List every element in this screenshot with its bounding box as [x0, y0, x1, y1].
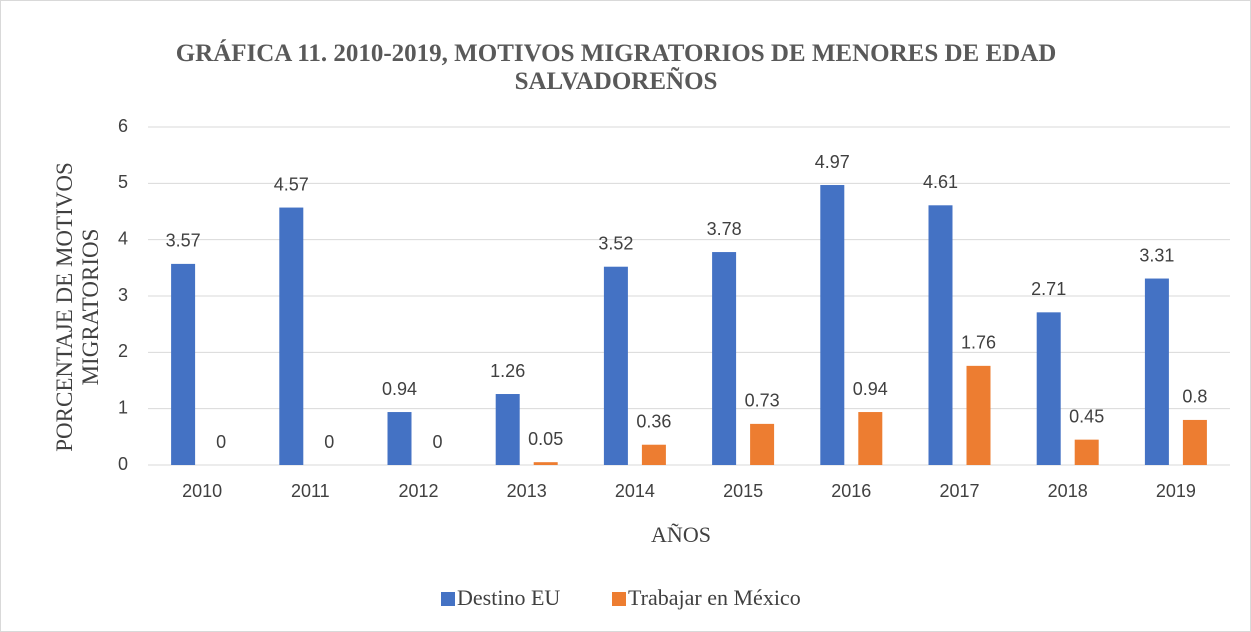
- data-label: 2.71: [1031, 279, 1066, 299]
- bar: [533, 462, 558, 465]
- x-tick-label: 2010: [182, 481, 222, 501]
- bar: [858, 412, 883, 465]
- data-label: 4.97: [815, 152, 850, 172]
- bar: [603, 266, 628, 465]
- y-tick-label: 3: [118, 285, 128, 305]
- data-label: 0.73: [745, 391, 780, 411]
- data-label: 3.57: [166, 231, 201, 251]
- x-tick-label: 2019: [1156, 481, 1196, 501]
- data-label: 3.78: [707, 219, 742, 239]
- x-tick-label: 2013: [507, 481, 547, 501]
- x-tick-label: 2011: [291, 481, 330, 501]
- bar: [1074, 439, 1099, 465]
- x-tick-label: 2018: [1048, 481, 1088, 501]
- data-label: 0: [216, 432, 226, 452]
- legend-label: Destino EU: [457, 585, 560, 610]
- bar: [1144, 278, 1169, 465]
- x-tick-label: 2014: [615, 481, 655, 501]
- bar: [750, 423, 775, 465]
- bar: [966, 365, 991, 465]
- data-label: 3.52: [598, 233, 633, 253]
- x-axis-label: AÑOS: [651, 522, 711, 547]
- y-tick-label: 1: [118, 397, 128, 417]
- bar: [279, 207, 304, 465]
- x-tick-label: 2016: [831, 481, 871, 501]
- bar: [712, 252, 737, 465]
- legend-swatch: [441, 592, 455, 606]
- y-tick-label: 6: [118, 116, 128, 136]
- chart-title: GRÁFICA 11. 2010-2019, MOTIVOS MIGRATORI…: [175, 40, 1057, 95]
- bar: [387, 412, 412, 465]
- x-tick-label: 2012: [398, 481, 438, 501]
- bar: [641, 444, 666, 465]
- data-label: 0: [432, 432, 442, 452]
- data-label: 0.05: [528, 429, 563, 449]
- y-tick-label: 4: [118, 228, 128, 248]
- bar: [171, 263, 196, 465]
- bar: [928, 205, 953, 465]
- bar: [1036, 312, 1061, 465]
- bar: [495, 394, 520, 465]
- data-label: 1.76: [961, 333, 996, 353]
- y-tick-label: 5: [118, 172, 128, 192]
- x-tick-label: 2015: [723, 481, 763, 501]
- data-label: 0.45: [1069, 406, 1104, 426]
- data-label: 4.61: [923, 172, 958, 192]
- legend-label: Trabajar en México: [628, 585, 801, 610]
- bar: [1182, 419, 1207, 465]
- bar: [820, 185, 845, 466]
- legend-swatch: [612, 592, 626, 606]
- data-label: 0.94: [853, 379, 888, 399]
- data-label: 0.36: [636, 411, 671, 431]
- data-label: 0.94: [382, 379, 417, 399]
- data-label: 1.26: [490, 361, 525, 381]
- data-label: 4.57: [274, 174, 309, 194]
- y-axis-label: PORCENTAJE DE MOTIVOS MIGRATORIOS: [52, 162, 103, 452]
- data-label: 0.8: [1182, 387, 1207, 407]
- x-tick-label: 2017: [939, 481, 979, 501]
- data-label: 0: [324, 432, 334, 452]
- y-tick-label: 2: [118, 341, 128, 361]
- data-label: 3.31: [1139, 245, 1174, 265]
- y-tick-label: 0: [118, 454, 128, 474]
